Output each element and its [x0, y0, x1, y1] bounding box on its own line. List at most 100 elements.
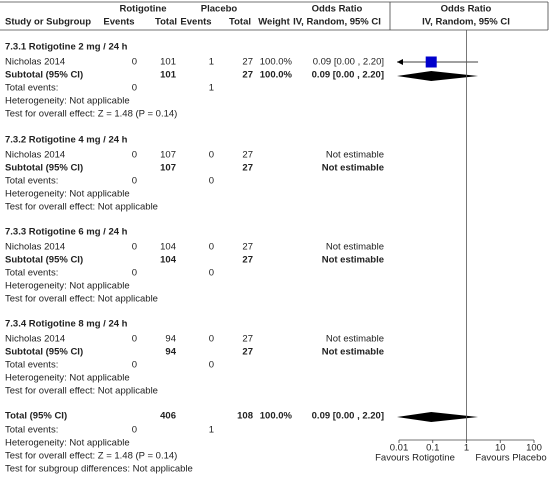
- column-header: Weight: [258, 17, 290, 28]
- group-header: Rotigotine: [120, 4, 167, 15]
- heterogeneity: Heterogeneity: Not applicable: [5, 189, 130, 200]
- overall-effect: Test for overall effect: Z = 1.48 (P = 0…: [5, 451, 177, 462]
- summary-diamond: [397, 412, 479, 422]
- cell-total-r: 101: [160, 70, 177, 81]
- overall-effect: Test for overall effect: Not applicable: [5, 294, 158, 305]
- cell-events-p: 0: [209, 334, 214, 345]
- group-header: Odds Ratio: [312, 4, 363, 15]
- row-label: Nicholas 2014: [5, 242, 65, 253]
- row-label: Total events:: [5, 360, 58, 371]
- cell-total-p: 27: [242, 255, 253, 266]
- cell-total-r: 104: [160, 242, 176, 253]
- cell-total-p: 27: [242, 163, 253, 174]
- column-header: Total: [155, 17, 177, 28]
- row-label: Total (95% CI): [5, 411, 67, 422]
- group-header: Placebo: [201, 4, 238, 15]
- cell-total-r: 107: [160, 150, 176, 161]
- favours-label: Favours Rotigotine: [375, 453, 455, 464]
- cell-total-p: 108: [237, 411, 253, 422]
- column-header: Events: [103, 17, 134, 28]
- cell-total-r: 101: [160, 57, 176, 68]
- cell-total-r: 94: [165, 334, 176, 345]
- cell-or: Not estimable: [322, 255, 384, 266]
- cell-total-r: 94: [165, 347, 176, 358]
- subgroup-title: 7.3.4 Rotigotine 8 mg / 24 h: [5, 319, 128, 330]
- subgroup-title: 7.3.2 Rotigotine 4 mg / 24 h: [5, 135, 128, 146]
- cell-or: Not estimable: [322, 163, 384, 174]
- cell-events-p: 1: [209, 83, 214, 94]
- cell-events-p: 0: [209, 150, 214, 161]
- cell-events-p: 0: [209, 242, 214, 253]
- cell-or: 0.09 [0.00 , 2.20]: [312, 411, 384, 422]
- cell-total-p: 27: [242, 70, 253, 81]
- cell-or: Not estimable: [326, 150, 384, 161]
- cell-events-r: 0: [132, 57, 137, 68]
- cell-events-p: 0: [209, 176, 214, 187]
- cell-total-p: 27: [242, 347, 253, 358]
- row-label: Total events:: [5, 176, 58, 187]
- column-header: Events: [180, 17, 211, 28]
- heterogeneity: Heterogeneity: Not applicable: [5, 438, 130, 449]
- cell-or: 0.09 [0.00 , 2.20]: [313, 57, 384, 68]
- row-label: Subtotal (95% CI): [5, 347, 83, 358]
- group-header: Odds Ratio: [441, 4, 492, 15]
- heterogeneity: Heterogeneity: Not applicable: [5, 281, 130, 292]
- cell-events-p: 1: [209, 57, 214, 68]
- cell-or: Not estimable: [322, 347, 384, 358]
- x-tick-label: 0.01: [390, 443, 409, 454]
- cell-total-p: 27: [242, 150, 253, 161]
- cell-total-r: 104: [160, 255, 177, 266]
- cell-events-r: 0: [132, 334, 137, 345]
- heterogeneity: Heterogeneity: Not applicable: [5, 96, 130, 107]
- point-estimate: [425, 56, 437, 68]
- subgroup-title: 7.3.1 Rotigotine 2 mg / 24 h: [5, 42, 128, 53]
- subgroup-title: 7.3.3 Rotigotine 6 mg / 24 h: [5, 227, 128, 238]
- cell-events-r: 0: [132, 425, 137, 436]
- x-tick-label: 100: [526, 443, 542, 454]
- cell-events-p: 0: [209, 268, 214, 279]
- x-tick-label: 10: [495, 443, 506, 454]
- subgroup-differences: Test for subgroup differences: Not appli…: [5, 464, 193, 475]
- cell-events-r: 0: [132, 150, 137, 161]
- cell-events-p: 0: [209, 360, 214, 371]
- column-header: IV, Random, 95% CI: [293, 17, 381, 28]
- row-label: Nicholas 2014: [5, 150, 65, 161]
- overall-effect: Test for overall effect: Z = 1.48 (P = 0…: [5, 109, 177, 120]
- cell-events-r: 0: [132, 242, 137, 253]
- cell-weight: 100.0%: [260, 411, 293, 422]
- cell-events-r: 0: [132, 360, 137, 371]
- cell-events-r: 0: [132, 83, 137, 94]
- x-tick-label: 1: [464, 443, 469, 454]
- row-label: Subtotal (95% CI): [5, 70, 83, 81]
- column-header: IV, Random, 95% CI: [422, 17, 510, 28]
- cell-total-p: 27: [242, 334, 253, 345]
- row-label: Nicholas 2014: [5, 334, 65, 345]
- heterogeneity: Heterogeneity: Not applicable: [5, 373, 130, 384]
- cell-weight: 100.0%: [260, 70, 293, 81]
- column-header: Total: [229, 17, 251, 28]
- favours-label: Favours Placebo: [475, 453, 546, 464]
- row-label: Total events:: [5, 425, 58, 436]
- overall-effect: Test for overall effect: Not applicable: [5, 386, 158, 397]
- x-tick-label: 0.1: [426, 443, 439, 454]
- row-label: Total events:: [5, 268, 58, 279]
- summary-diamond: [397, 71, 479, 81]
- cell-events-r: 0: [132, 176, 137, 187]
- cell-or: Not estimable: [326, 334, 384, 345]
- cell-total-r: 107: [160, 163, 176, 174]
- cell-or: Not estimable: [326, 242, 384, 253]
- cell-or: 0.09 [0.00 , 2.20]: [312, 70, 384, 81]
- row-label: Subtotal (95% CI): [5, 163, 83, 174]
- cell-total-p: 27: [242, 242, 253, 253]
- row-label: Total events:: [5, 83, 58, 94]
- cell-events-r: 0: [132, 268, 137, 279]
- cell-events-p: 1: [209, 425, 214, 436]
- column-header: Study or Subgroup: [5, 17, 91, 28]
- overall-effect: Test for overall effect: Not applicable: [5, 202, 158, 213]
- ci-arrow: [397, 59, 403, 65]
- cell-total-r: 406: [160, 411, 176, 422]
- row-label: Nicholas 2014: [5, 57, 65, 68]
- cell-total-p: 27: [242, 57, 253, 68]
- row-label: Subtotal (95% CI): [5, 255, 83, 266]
